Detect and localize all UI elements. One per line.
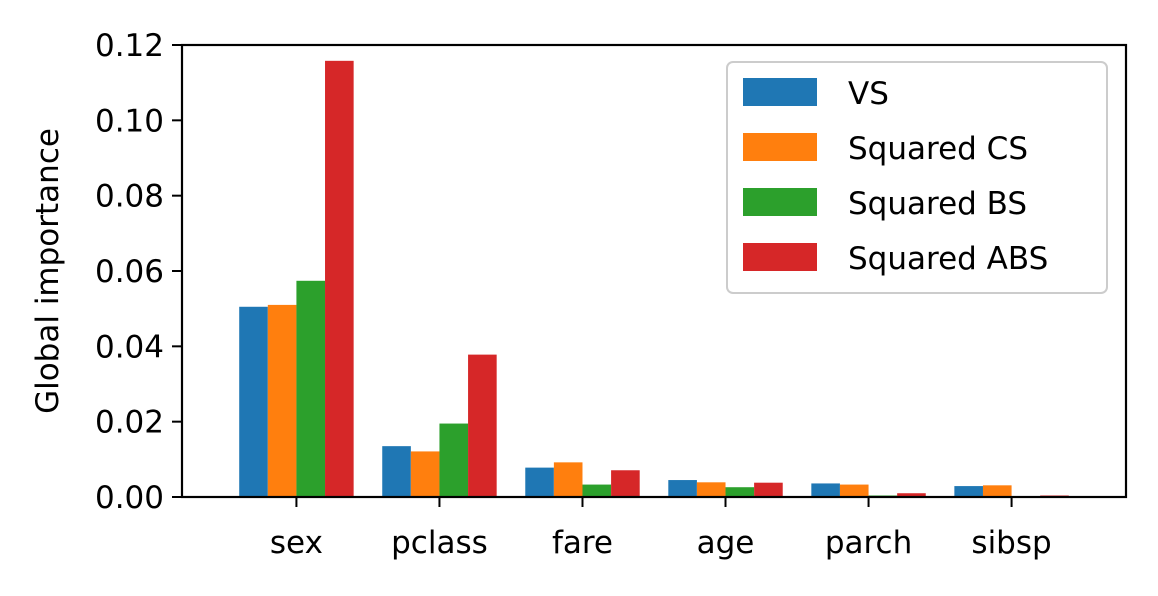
y-tick-label: 0.12 bbox=[95, 28, 164, 64]
bar-squared-bs-age bbox=[726, 487, 755, 497]
bar-squared-abs-sex bbox=[325, 61, 354, 497]
bar-vs-pclass bbox=[382, 446, 411, 497]
bar-squared-cs-parch bbox=[840, 485, 869, 497]
x-tick-label-fare: fare bbox=[552, 525, 613, 561]
bar-vs-age bbox=[668, 480, 697, 497]
legend-label-vs: VS bbox=[848, 76, 889, 112]
x-tick-label-sibsp: sibsp bbox=[971, 525, 1051, 561]
x-tick-label-age: age bbox=[697, 525, 755, 561]
legend-swatch-squared-abs bbox=[743, 243, 817, 271]
legend-swatch-vs bbox=[743, 78, 817, 106]
bar-vs-sibsp bbox=[954, 486, 983, 497]
bar-squared-bs-pclass bbox=[439, 424, 468, 497]
legend-swatch-squared-bs bbox=[743, 188, 817, 216]
bar-squared-bs-sex bbox=[296, 281, 325, 497]
bar-vs-parch bbox=[811, 483, 840, 497]
y-tick-label: 0.00 bbox=[95, 480, 164, 516]
legend-label-squared-abs: Squared ABS bbox=[848, 241, 1048, 277]
legend-swatch-squared-cs bbox=[743, 133, 817, 161]
bar-squared-abs-age bbox=[754, 483, 783, 497]
bar-squared-abs-fare bbox=[611, 470, 640, 497]
legend: VS Squared CS Squared BS Squared ABS bbox=[727, 62, 1107, 293]
bar-squared-cs-sibsp bbox=[983, 485, 1012, 497]
bar-squared-cs-pclass bbox=[411, 451, 440, 497]
y-axis-label: Global importance bbox=[30, 128, 66, 414]
legend-label-squared-bs: Squared BS bbox=[848, 186, 1027, 222]
x-tick-label-sex: sex bbox=[270, 525, 323, 561]
bar-squared-bs-fare bbox=[582, 485, 611, 497]
y-tick-label: 0.02 bbox=[95, 405, 164, 441]
bar-vs-sex bbox=[239, 307, 268, 497]
y-tick-label: 0.06 bbox=[95, 254, 164, 290]
x-tick-label-pclass: pclass bbox=[391, 525, 488, 561]
y-tick-label: 0.04 bbox=[95, 329, 164, 365]
bar-squared-cs-fare bbox=[554, 462, 583, 497]
bar-squared-cs-sex bbox=[268, 305, 297, 497]
y-tick-label: 0.10 bbox=[95, 103, 164, 139]
bar-squared-abs-pclass bbox=[468, 355, 497, 497]
bar-vs-fare bbox=[525, 468, 554, 497]
bar-squared-cs-age bbox=[697, 482, 726, 497]
y-tick-label: 0.08 bbox=[95, 179, 164, 215]
x-tick-label-parch: parch bbox=[825, 525, 912, 561]
legend-label-squared-cs: Squared CS bbox=[848, 131, 1028, 167]
